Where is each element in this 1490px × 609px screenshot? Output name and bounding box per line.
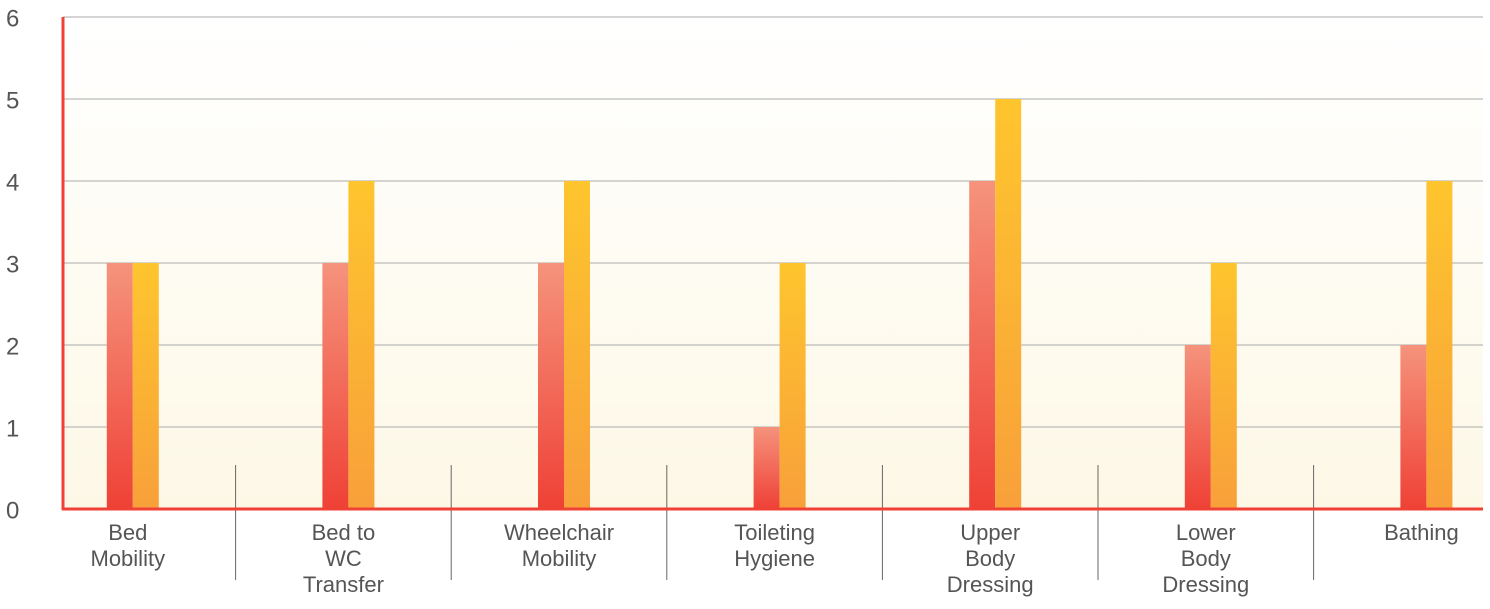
y-tick-label: 4: [6, 169, 19, 196]
y-tick-label: 2: [6, 333, 19, 360]
x-tick-label: Lower Body Dressing: [1162, 520, 1250, 597]
bar: [1400, 345, 1427, 509]
bar: [322, 263, 349, 509]
bar: [995, 99, 1022, 509]
y-tick-label: 6: [6, 5, 19, 32]
x-tick-label: Bathing: [1384, 520, 1459, 545]
x-tick-label-box: Toileting Hygiene: [734, 520, 815, 572]
x-tick-label-box: Upper Body Dressing: [947, 520, 1034, 598]
x-tick-label: Upper Body Dressing: [946, 520, 1034, 597]
bar: [1184, 345, 1211, 509]
bar: [1210, 263, 1237, 509]
x-tick-label: Bed to WC Transfer: [302, 520, 384, 597]
x-tick-label-box: Wheelchair Mobility: [504, 520, 614, 572]
x-tick-label: Toileting Hygiene: [734, 520, 815, 571]
bar: [538, 263, 564, 509]
bar: [348, 181, 375, 509]
y-tick-label: 3: [6, 251, 19, 278]
bar: [779, 263, 806, 509]
bar: [132, 263, 159, 509]
y-tick-label: 1: [6, 415, 19, 442]
bar: [753, 427, 780, 509]
x-tick-label: Bed Mobility: [90, 520, 166, 571]
x-tick-label-box: Bed Mobility: [88, 520, 168, 572]
bar: [106, 263, 133, 509]
y-tick-label: 0: [6, 497, 19, 524]
x-tick-label-box: Bed to WC Transfer: [302, 520, 384, 598]
bar: [1426, 181, 1453, 509]
x-tick-label: Wheelchair Mobility: [503, 520, 615, 571]
y-tick-label: 5: [6, 87, 19, 114]
bar: [564, 181, 590, 509]
x-tick-label-box: Lower Body Dressing: [1162, 520, 1249, 598]
x-tick-label-box: Bathing: [1381, 520, 1461, 546]
bar: [969, 181, 996, 509]
